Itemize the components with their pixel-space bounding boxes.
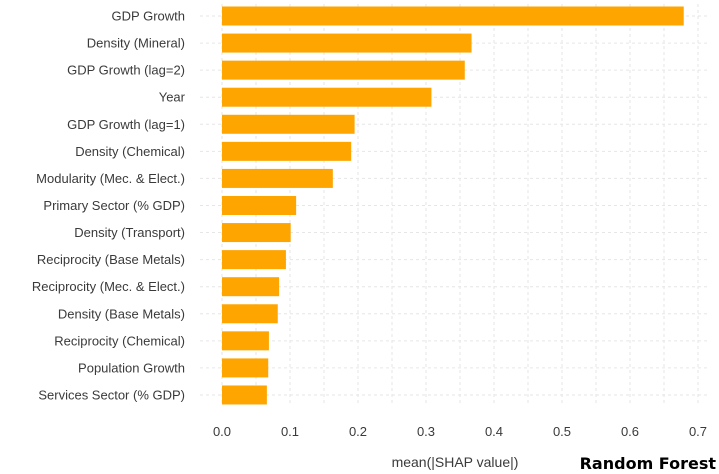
category-label: Modularity (Mec. & Elect.) <box>36 171 185 186</box>
category-label: GDP Growth (lag=1) <box>67 117 185 132</box>
x-tick-label: 0.2 <box>349 424 367 439</box>
bar <box>222 304 278 324</box>
x-tick-label: 0.5 <box>553 424 571 439</box>
category-label: Reciprocity (Mec. & Elect.) <box>32 279 185 294</box>
x-tick-label: 0.1 <box>281 424 299 439</box>
category-label: Primary Sector (% GDP) <box>43 198 185 213</box>
category-label: GDP Growth (lag=2) <box>67 63 185 78</box>
category-label: Population Growth <box>78 360 185 375</box>
x-tick-labels: 0.0 0.1 0.2 0.3 0.4 0.5 0.6 0.7 <box>213 424 707 439</box>
bar <box>222 168 333 188</box>
bar <box>222 250 286 270</box>
bar <box>222 33 472 53</box>
category-label: Density (Chemical) <box>75 144 185 159</box>
category-label: GDP Growth <box>112 9 185 24</box>
bar <box>222 60 465 80</box>
category-label: Services Sector (% GDP) <box>38 387 185 402</box>
category-label: Density (Transport) <box>74 225 185 240</box>
x-tick-label: 0.3 <box>417 424 435 439</box>
bar <box>222 114 355 134</box>
bar <box>222 358 269 378</box>
bar <box>222 195 297 215</box>
bar <box>222 141 352 161</box>
x-tick-label: 0.0 <box>213 424 231 439</box>
bar <box>222 87 432 107</box>
bar <box>222 331 269 351</box>
category-label: Density (Base Metals) <box>58 306 185 321</box>
bar <box>222 385 267 405</box>
category-label: Reciprocity (Chemical) <box>54 333 185 348</box>
bar <box>222 223 291 243</box>
category-label: Year <box>159 90 186 105</box>
x-axis-title: mean(|SHAP value|) <box>392 454 519 470</box>
model-label: Random Forest <box>580 454 717 473</box>
category-labels: GDP Growth Density (Mineral) GDP Growth (l… <box>32 9 186 403</box>
x-tick-label: 0.6 <box>621 424 639 439</box>
x-tick-label: 0.4 <box>485 424 503 439</box>
bar <box>222 277 280 297</box>
bars <box>222 6 684 405</box>
x-tick-label: 0.7 <box>689 424 707 439</box>
bar <box>222 6 684 26</box>
category-label: Density (Mineral) <box>87 36 185 51</box>
category-label: Reciprocity (Base Metals) <box>37 252 185 267</box>
